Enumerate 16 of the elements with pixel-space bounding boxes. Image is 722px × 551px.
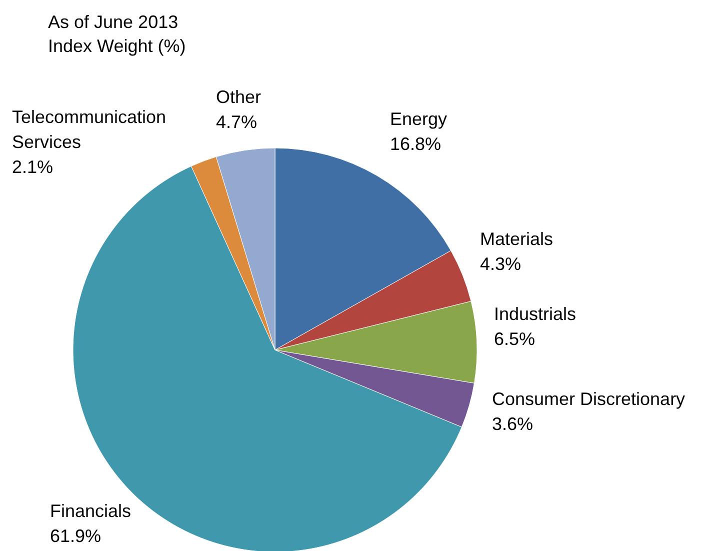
slice-label: Consumer Discretionary <box>492 389 686 409</box>
data-label: 3.6% <box>492 414 534 434</box>
data-label: 16.8% <box>390 134 442 154</box>
data-label: 4.3% <box>480 254 522 274</box>
slice-label: Materials <box>480 229 554 249</box>
slice-label: Financials <box>50 501 132 521</box>
chart-subtitle: Index Weight (%) <box>48 36 186 56</box>
slice-label: Industrials <box>494 304 576 324</box>
chart-title: As of June 2013 <box>48 12 178 32</box>
data-label: 4.7% <box>216 112 258 132</box>
data-label: 2.1% <box>12 157 54 177</box>
slice-label: Energy <box>390 109 448 129</box>
data-label: 61.9% <box>50 526 102 546</box>
slice-label: Other <box>216 87 262 107</box>
slice-label: Telecommunication Services <box>12 107 166 152</box>
data-label: 6.5% <box>494 329 536 349</box>
